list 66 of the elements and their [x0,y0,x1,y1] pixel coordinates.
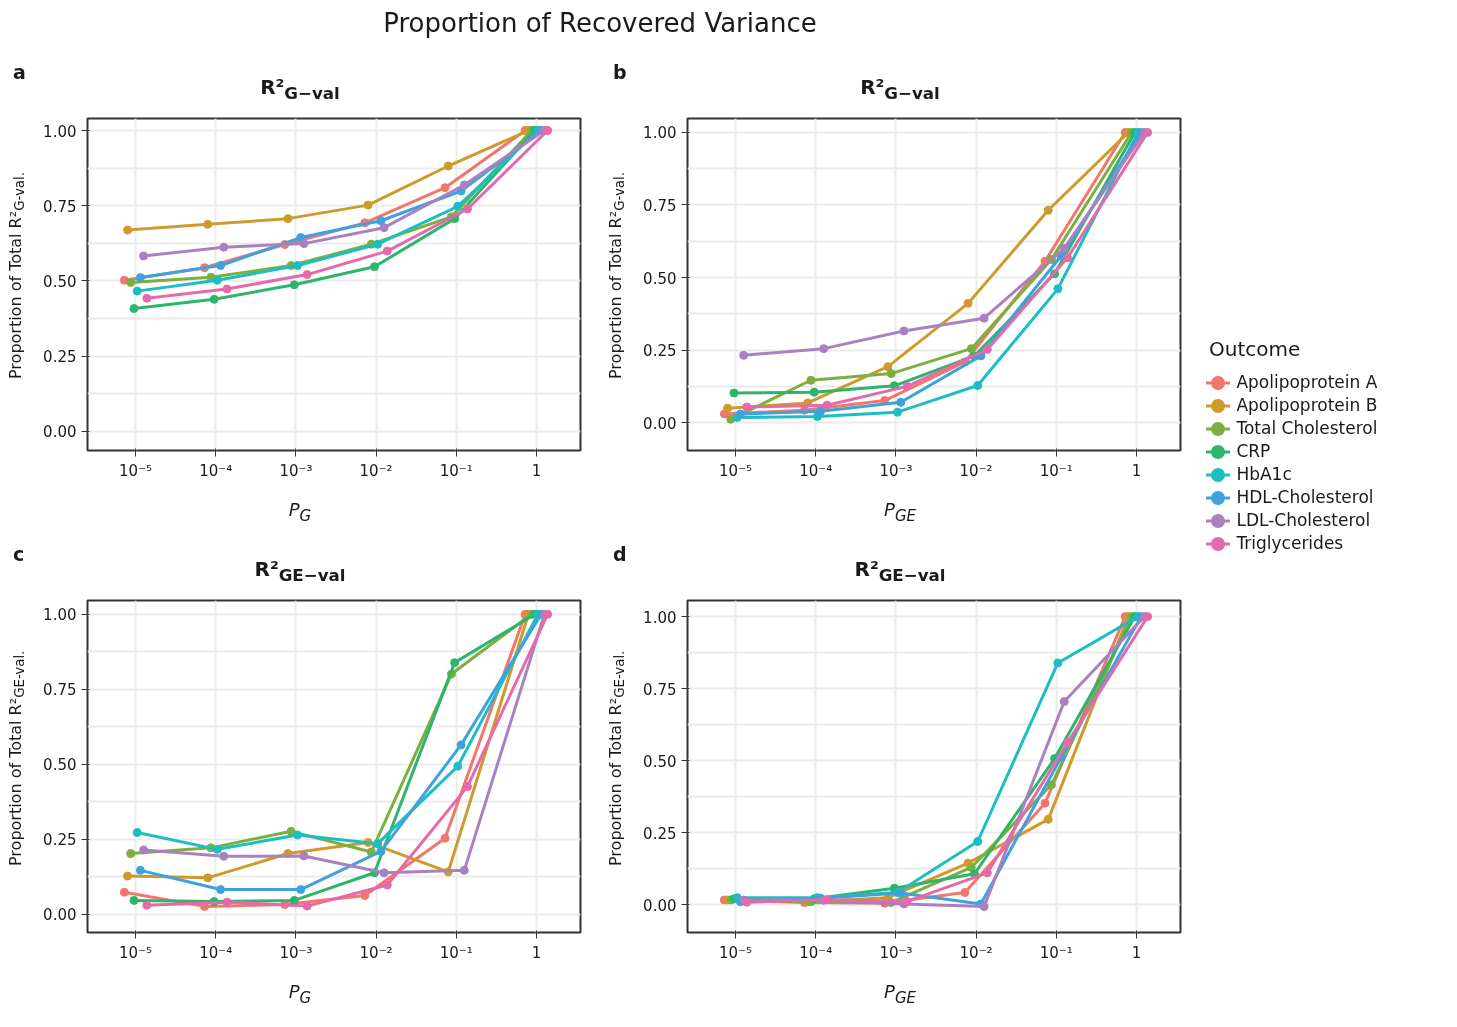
x-tick-label: 10⁻² [359,461,393,480]
x-tick-label: 10⁻⁵ [719,943,753,962]
y-tick-label: 0.00 [643,896,677,915]
y-tick-label: 0.50 [643,269,677,288]
x-tick-label: 1 [1131,461,1142,480]
legend-label: Apolipoprotein B [1236,394,1378,415]
legend-label: Apolipoprotein A [1236,371,1378,392]
x-tick-label: 10⁻⁴ [799,943,833,962]
x-tick-label: 10⁻³ [279,943,313,962]
y-tick-label: 0.75 [643,196,677,215]
y-tick-label: 0.75 [43,197,77,216]
x-tick-label: 10⁻² [959,461,993,480]
x-axis-title: P$_{G}$ [287,498,313,527]
chart-title: R²$_{GE−val}$ [254,557,346,585]
y-tick-label: 1.00 [643,124,677,143]
x-tick-label: 1 [1131,943,1142,962]
y-tick-label: 0.50 [43,272,77,291]
y-tick-label: 0.25 [643,824,677,843]
legend-label: HDL-Cholesterol [1236,486,1374,507]
y-tick-label: 0.50 [643,752,677,771]
x-tick-label: 10⁻⁵ [119,461,153,480]
legend-label: Total Cholesterol [1236,417,1378,438]
chart-title: R²$_{G−val}$ [260,75,340,103]
x-tick-label: 10⁻⁴ [199,461,233,480]
x-tick-label: 10⁻⁵ [119,943,153,962]
text: b [613,60,627,85]
text: a [13,60,26,85]
chart-title: R²$_{GE−val}$ [854,557,946,585]
chart-title: R²$_{G−val}$ [860,75,940,103]
y-tick-label: 0.25 [43,348,77,367]
y-tick-label: 0.25 [43,831,77,850]
x-axis-title: P$_{GE}$ [883,980,917,1009]
y-tick-label: 0.75 [643,680,677,699]
y-tick-label: 0.75 [43,681,77,700]
y-tick-label: 0.50 [43,756,77,775]
y-tick-label: 0.25 [643,342,677,361]
y-tick-label: 0.00 [643,414,677,433]
x-axis-title: P$_{GE}$ [883,498,917,527]
x-tick-label: 10⁻¹ [1039,461,1073,480]
x-tick-label: 10⁻¹ [1039,943,1073,962]
x-tick-label: 1 [531,943,542,962]
x-tick-label: 10⁻² [359,943,393,962]
text: c [13,542,25,567]
legend-label: LDL-Cholesterol [1236,509,1371,530]
y-tick-label: 1.00 [43,122,77,141]
text: Proportion of Recovered Variance [382,7,818,40]
x-tick-label: 10⁻³ [279,461,313,480]
x-tick-label: 10⁻⁴ [199,943,233,962]
x-tick-label: 10⁻² [959,943,993,962]
x-tick-label: 1 [531,461,542,480]
x-tick-label: 10⁻⁴ [799,461,833,480]
x-tick-label: 10⁻¹ [439,461,473,480]
y-tick-label: 1.00 [43,606,77,625]
x-tick-label: 10⁻³ [879,943,913,962]
text: d [613,542,627,567]
x-tick-label: 10⁻³ [879,461,913,480]
y-tick-label: 1.00 [643,608,677,627]
legend-label: CRP [1236,440,1271,461]
x-tick-label: 10⁻¹ [439,943,473,962]
x-tick-label: 10⁻⁵ [719,461,753,480]
x-axis-title: P$_{G}$ [287,980,313,1009]
y-tick-label: 0.00 [43,906,77,925]
legend-label: Triglycerides [1236,532,1344,553]
legend-title: Outcome [1208,336,1302,363]
y-tick-label: 0.00 [43,423,77,442]
legend-label: HbA1c [1236,463,1292,484]
